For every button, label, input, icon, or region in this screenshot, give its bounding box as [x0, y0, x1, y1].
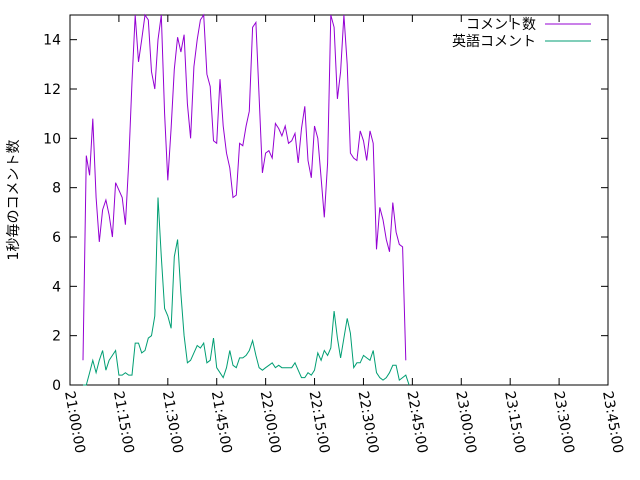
y-axis-label: 1秒毎のコメント数	[6, 140, 22, 261]
x-tick-label: 21:30:00	[159, 390, 186, 455]
x-tick-label: 23:15:00	[501, 390, 528, 455]
x-tick-label: 22:45:00	[403, 390, 430, 455]
y-tick-label: 4	[52, 279, 61, 295]
series-line-0	[82, 13, 407, 361]
plot-area: 0 2 4 6 8 10 12 14 21:00:00 21:15:00 21:30:00 21:45…	[43, 14, 626, 455]
plot-frame	[69, 14, 609, 386]
y-tick-label: 12	[43, 82, 61, 98]
y-tick-label: 0	[52, 378, 61, 394]
x-tick-label: 23:00:00	[452, 390, 479, 455]
y-tick-label: 6	[52, 230, 61, 246]
x-tick-label: 21:00:00	[61, 390, 88, 455]
series-lines	[82, 13, 410, 386]
x-tick-label: 21:15:00	[110, 390, 137, 455]
x-tick-label: 22:30:00	[355, 390, 382, 455]
x-tick-label: 23:30:00	[550, 390, 577, 455]
series-line-1	[83, 197, 410, 386]
y-tick-label: 10	[43, 131, 61, 147]
y-tick-label: 14	[43, 33, 61, 49]
x-tick-label: 22:15:00	[306, 390, 333, 455]
legend-label: コメント数	[466, 17, 536, 33]
y-tick-label: 2	[52, 329, 61, 345]
x-tick-label: 21:45:00	[208, 390, 235, 455]
y-tick-label: 8	[52, 181, 61, 197]
x-tick-label: 23:45:00	[599, 390, 626, 455]
legend-label: 英語コメント	[452, 33, 536, 50]
x-tick-label: 22:00:00	[257, 390, 284, 455]
